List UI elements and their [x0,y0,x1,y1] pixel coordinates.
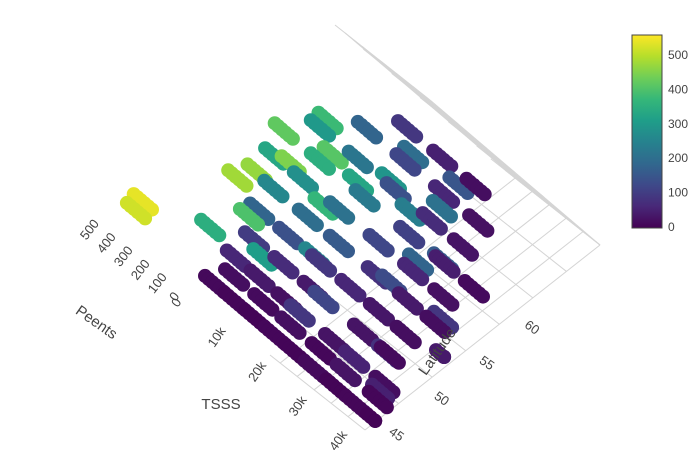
colorbar-tick-label: 400 [668,82,688,96]
data-point[interactable] [407,335,422,350]
points-layer[interactable] [119,105,495,428]
grid-line-y [471,196,567,272]
data-point[interactable] [285,131,300,146]
data-point[interactable] [476,289,490,304]
data-point[interactable] [369,130,384,145]
data-point[interactable] [446,194,461,209]
data-point[interactable] [368,413,383,428]
data-point[interactable] [415,272,430,287]
z-tick-label: 100 [145,270,170,296]
data-point[interactable] [334,155,349,170]
z-tick-label: 400 [94,230,119,256]
data-point[interactable] [292,325,307,340]
colorbar-tick-label: 0 [668,220,675,234]
data-point[interactable] [446,264,461,279]
grid-line-z [361,46,533,192]
data-point[interactable] [444,159,459,174]
grid-line-z [429,99,601,246]
colorbar-gradient [631,34,663,229]
data-point[interactable] [323,263,338,278]
data-point[interactable] [301,313,316,328]
x-axis-title: TSSS [201,396,240,413]
z-tick-label: 300 [111,243,136,269]
grid-corner-line [490,158,601,246]
y-tick-label: 55 [477,353,497,374]
x-tick-label: 10k [204,324,229,350]
grid-line-y [269,354,366,431]
data-point[interactable] [379,400,394,415]
data-point[interactable] [341,244,355,259]
data-point[interactable] [305,180,319,195]
data-point[interactable] [409,301,424,316]
x-tick-label: 30k [285,393,310,419]
data-point[interactable] [356,359,371,374]
data-point[interactable] [239,178,254,193]
data-point[interactable] [437,350,452,364]
data-point[interactable] [251,217,266,232]
data-point[interactable] [261,212,276,226]
data-point[interactable] [309,218,324,233]
data-point[interactable] [444,209,458,224]
data-point[interactable] [409,129,424,144]
colorbar-tick-label: 300 [668,117,688,131]
data-point[interactable] [212,228,227,243]
grid-line-z [364,244,601,431]
data-point[interactable] [380,243,395,258]
colorbar[interactable]: 0 100 200 300 400 500 [631,34,688,234]
grid-line-z [330,217,567,404]
data-point[interactable] [359,160,374,175]
grid-line-z [395,72,567,219]
data-point[interactable] [236,277,251,292]
data-point[interactable] [391,355,406,370]
data-point[interactable] [322,128,337,143]
data-point[interactable] [285,265,300,280]
z-axis-title: Peents [72,302,120,343]
grid-line-y [336,301,433,378]
data-point[interactable] [341,210,356,225]
data-point[interactable] [325,300,340,315]
z-tick-label: 500 [77,216,102,242]
colorbar-tick-label: 500 [668,48,688,62]
grid-line-z [344,32,516,179]
grid-line-z [378,59,550,206]
data-point[interactable] [411,235,426,250]
y-tick-label: 50 [432,388,452,409]
data-point[interactable] [366,198,381,213]
z-tick-label: 200 [128,256,153,282]
data-point[interactable] [347,373,362,388]
data-point[interactable] [477,187,492,202]
data-point[interactable] [433,221,448,236]
y-tick-label: 45 [386,424,406,445]
data-point[interactable] [437,325,452,340]
data-point[interactable] [138,211,153,226]
x-tick-label: 40k [326,427,351,450]
data-point[interactable] [445,297,460,312]
data-point[interactable] [465,247,479,262]
y-tick-label: 60 [522,317,542,338]
data-point[interactable] [407,162,422,177]
colorbar-tick-label: 100 [668,186,688,200]
data-point[interactable] [275,189,290,204]
grid-line-z [412,86,584,232]
colorbar-tick-label: 200 [668,151,688,165]
x-tick-label: 20k [245,358,270,384]
data-point[interactable] [480,223,495,238]
data-point[interactable] [352,288,367,303]
data-point[interactable] [322,161,336,176]
